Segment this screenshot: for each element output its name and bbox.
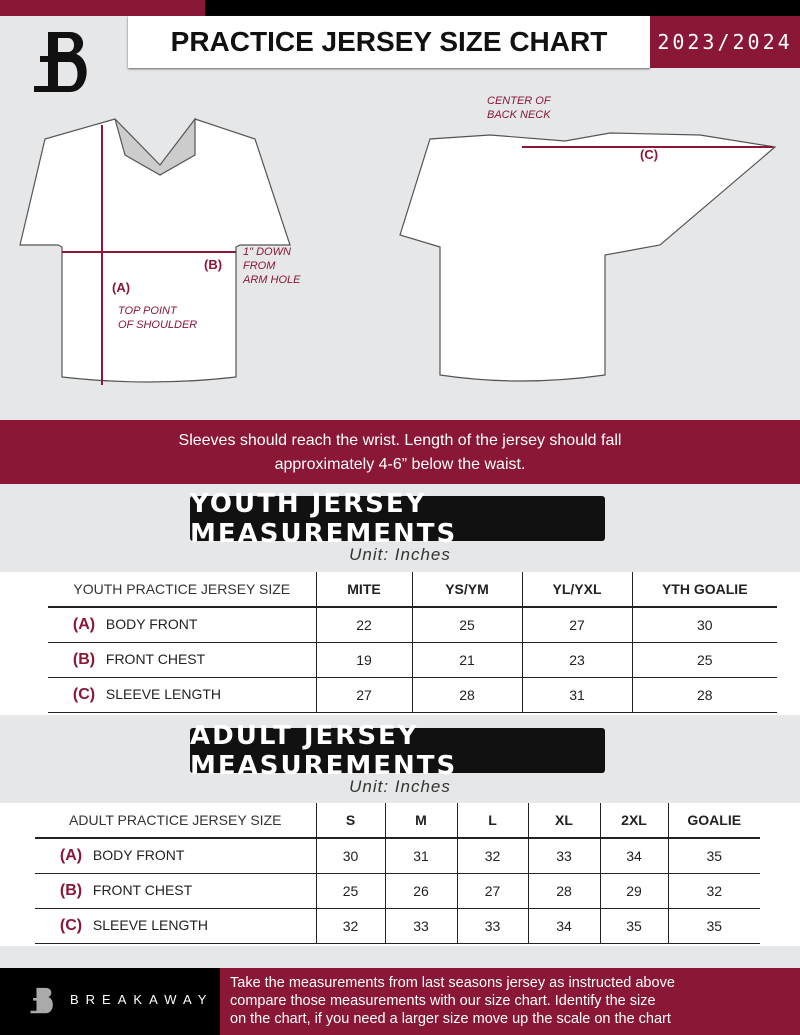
season-label: 2023/2024 <box>650 16 800 68</box>
table-row: (C) SLEEVE LENGTH 32 33 33 34 35 35 <box>35 908 760 944</box>
top-accent-bar <box>0 0 205 16</box>
adult-unit: Unit: Inches <box>349 777 451 796</box>
table-row: (C) SLEEVE LENGTH 27 28 31 28 <box>48 677 777 713</box>
fit-instructions: Sleeves should reach the wrist. Length o… <box>0 420 800 484</box>
adult-size-table: ADULT PRACTICE JERSEY SIZE S M L XL 2XL GOALIE… <box>35 803 760 944</box>
brand-name: BREAKAWAY <box>70 992 214 1007</box>
table-row: (A) BODY FRONT 22 25 27 30 <box>48 607 777 643</box>
table-row: (A) BODY FRONT 30 31 32 33 34 35 <box>35 838 760 874</box>
top-black-bar <box>205 0 800 16</box>
label-b-note: 1" DOWN FROM ARM HOLE <box>243 246 301 286</box>
page-title: PRACTICE JERSEY SIZE CHART <box>128 16 650 68</box>
table-row: (B) FRONT CHEST 25 26 27 28 29 32 <box>35 873 760 909</box>
footer-logo-icon <box>30 987 53 1014</box>
footer-note: Take the measurements from last seasons … <box>220 968 800 1035</box>
jersey-diagram <box>19 117 777 385</box>
label-a-note: TOP POINT OF SHOULDER <box>118 305 198 331</box>
table-row: (B) FRONT CHEST 19 21 23 25 <box>48 642 777 678</box>
label-b: (B) <box>204 257 223 272</box>
breakaway-logo-icon <box>34 32 87 92</box>
front-jersey <box>19 118 291 383</box>
youth-size-table: YOUTH PRACTICE JERSEY SIZE MITE YS/YM YL/YX… <box>48 572 777 713</box>
adult-section-title: ADULT JERSEY MEASUREMENTS <box>190 721 605 781</box>
table-header-row: ADULT PRACTICE JERSEY SIZE S M L XL 2XL GOALIE <box>35 803 760 839</box>
table-header-row: YOUTH PRACTICE JERSEY SIZE MITE YS/YM YL/YX… <box>48 572 777 608</box>
label-c: (C) <box>640 147 659 162</box>
youth-section-title: YOUTH JERSEY MEASUREMENTS <box>190 489 605 549</box>
youth-unit: Unit: Inches <box>349 545 451 564</box>
back-jersey <box>399 132 777 382</box>
label-c-note: CENTER OF BACK NECK <box>487 95 551 121</box>
label-a: (A) <box>112 280 131 295</box>
